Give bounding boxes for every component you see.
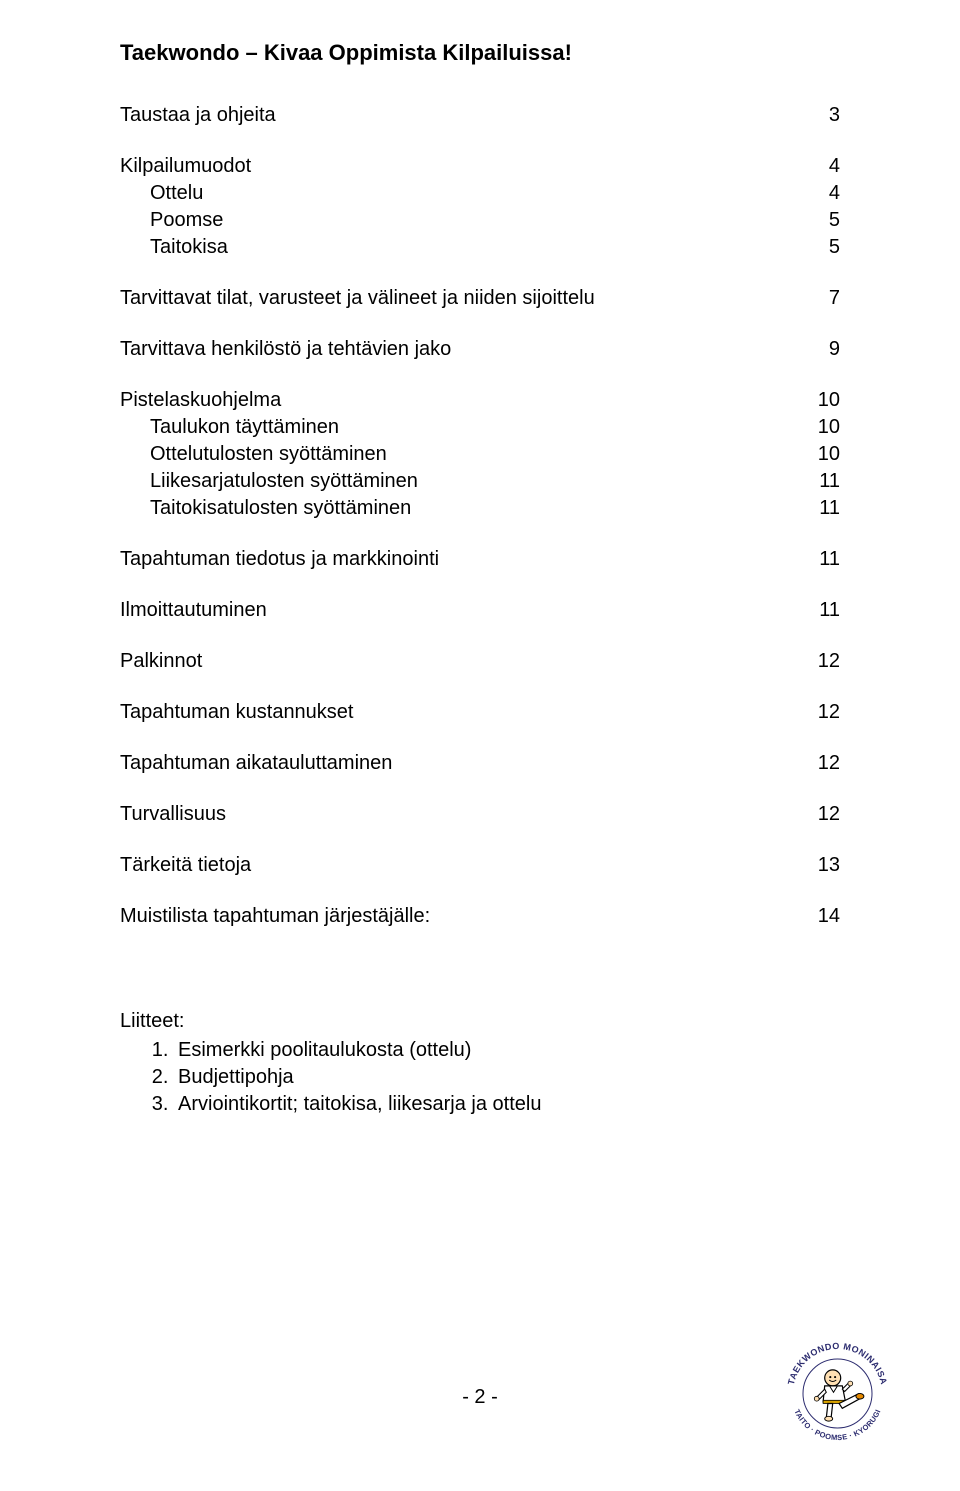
toc-row: Ottelutulosten syöttäminen10: [120, 441, 840, 468]
toc-row: Liikesarjatulosten syöttäminen11: [120, 468, 840, 495]
toc-row: Ottelu4: [120, 180, 840, 207]
toc-page-num: 13: [800, 852, 840, 879]
attachments-heading: Liitteet:: [120, 1010, 840, 1033]
toc-page-num: 4: [800, 180, 840, 207]
toc-row: Taulukon täyttäminen10: [120, 414, 840, 441]
page-title: Taekwondo – Kivaa Oppimista Kilpailuissa…: [120, 40, 840, 66]
toc-page-num: 9: [800, 336, 840, 363]
toc-label: Tärkeitä tietoja: [120, 852, 800, 879]
toc-page-num: 12: [800, 750, 840, 777]
attachment-item: Esimerkki poolitaulukosta (ottelu): [174, 1037, 840, 1064]
toc-label: Tapahtuman aikatauluttaminen: [120, 750, 800, 777]
toc-label: Taulukon täyttäminen: [120, 414, 800, 441]
toc-label: Taitokisa: [120, 234, 800, 261]
toc-row: Palkinnot12: [120, 648, 840, 675]
toc-label: Liikesarjatulosten syöttäminen: [120, 468, 800, 495]
toc-label: Pistelaskuohjelma: [120, 387, 800, 414]
toc-row: Kilpailumuodot4: [120, 153, 840, 180]
toc-page-num: 12: [800, 801, 840, 828]
toc-page-num: 3: [800, 102, 840, 129]
toc-page-num: 12: [800, 648, 840, 675]
toc-page-num: 11: [800, 597, 840, 624]
toc-row: Poomse5: [120, 207, 840, 234]
toc-row: Taustaa ja ohjeita3: [120, 102, 840, 129]
toc-row: Ilmoittautuminen11: [120, 597, 840, 624]
toc-row: Tapahtuman tiedotus ja markkinointi11: [120, 546, 840, 573]
toc-label: Tapahtuman tiedotus ja markkinointi: [120, 546, 800, 573]
toc-label: Tapahtuman kustannukset: [120, 699, 800, 726]
toc-page-num: 5: [800, 207, 840, 234]
toc-page-num: 11: [800, 468, 840, 495]
toc-label: Kilpailumuodot: [120, 153, 800, 180]
toc-label: Ilmoittautuminen: [120, 597, 800, 624]
toc-label: Tarvittavat tilat, varusteet ja välineet…: [120, 285, 800, 312]
toc-label: Taitokisatulosten syöttäminen: [120, 495, 800, 522]
toc-label: Ottelutulosten syöttäminen: [120, 441, 800, 468]
toc-label: Turvallisuus: [120, 801, 800, 828]
logo-badge: TAEKWONDO MONINAISATAITO · POOMSE · KYOR…: [785, 1341, 890, 1451]
toc-page-num: 4: [800, 153, 840, 180]
toc-row: Muistilista tapahtuman järjestäjälle:14: [120, 903, 840, 930]
toc-label: Tarvittava henkilöstö ja tehtävien jako: [120, 336, 800, 363]
toc-page-num: 14: [800, 903, 840, 930]
toc-label: Muistilista tapahtuman järjestäjälle:: [120, 903, 800, 930]
toc-row: Tarvittava henkilöstö ja tehtävien jako9: [120, 336, 840, 363]
toc-row: Tapahtuman aikatauluttaminen12: [120, 750, 840, 777]
toc-label: Taustaa ja ohjeita: [120, 102, 800, 129]
toc-page-num: 5: [800, 234, 840, 261]
toc-page-num: 11: [800, 495, 840, 522]
toc-row: Taitokisa5: [120, 234, 840, 261]
table-of-contents: Taustaa ja ohjeita3Kilpailumuodot4Ottelu…: [120, 102, 840, 930]
toc-row: Tapahtuman kustannukset12: [120, 699, 840, 726]
toc-label: Palkinnot: [120, 648, 800, 675]
toc-row: Taitokisatulosten syöttäminen11: [120, 495, 840, 522]
toc-row: Tarvittavat tilat, varusteet ja välineet…: [120, 285, 840, 312]
attachment-item: Arviointikortit; taitokisa, liikesarja j…: [174, 1091, 840, 1118]
toc-page-num: 12: [800, 699, 840, 726]
toc-label: Poomse: [120, 207, 800, 234]
toc-row: Turvallisuus12: [120, 801, 840, 828]
toc-row: Pistelaskuohjelma10: [120, 387, 840, 414]
toc-page-num: 11: [800, 546, 840, 573]
toc-page-num: 10: [800, 414, 840, 441]
toc-row: Tärkeitä tietoja13: [120, 852, 840, 879]
toc-page-num: 10: [800, 441, 840, 468]
toc-label: Ottelu: [120, 180, 800, 207]
attachments-list: Esimerkki poolitaulukosta (ottelu)Budjet…: [120, 1037, 840, 1118]
toc-page-num: 7: [800, 285, 840, 312]
toc-page-num: 10: [800, 387, 840, 414]
attachment-item: Budjettipohja: [174, 1064, 840, 1091]
